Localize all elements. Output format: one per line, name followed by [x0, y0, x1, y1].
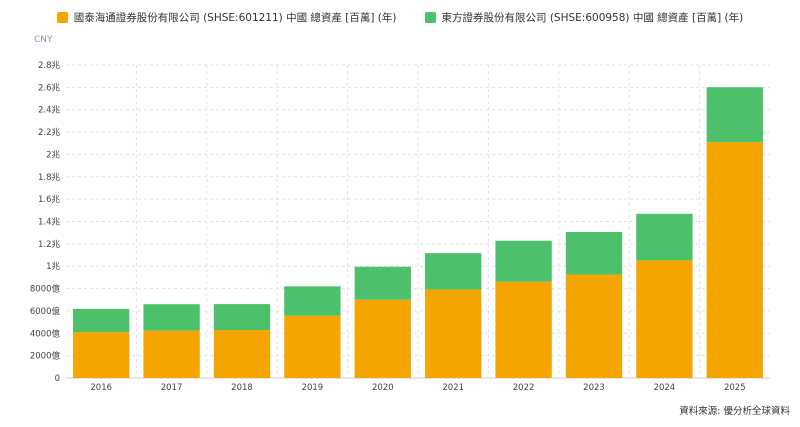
y-tick-label: 8000億: [30, 284, 61, 295]
y-tick-label: 4000億: [30, 328, 61, 339]
x-tick-label: 2025: [724, 383, 746, 393]
x-tick-label: 2023: [583, 383, 605, 393]
y-tick-label: 1.6兆: [38, 194, 61, 205]
bar-series-b: [73, 308, 130, 333]
bar-series-a: [706, 142, 763, 378]
bar-series-a: [73, 332, 130, 378]
chart-legend: 國泰海通證券股份有限公司 (SHSE:601211) 中國 總資產 [百萬] (…: [0, 10, 800, 25]
x-tick-label: 2021: [442, 383, 464, 393]
y-tick-label: 0: [55, 374, 60, 384]
legend-item-series-b[interactable]: 東方證券股份有限公司 (SHSE:600958) 中國 總資產 [百萬] (年): [424, 10, 744, 25]
bar-series-a: [425, 289, 482, 378]
y-tick-label: 2.6兆: [38, 82, 61, 93]
x-tick-label: 2024: [654, 383, 676, 393]
x-tick-label: 2019: [302, 383, 324, 393]
legend-swatch-series-b: [424, 12, 436, 23]
bar-series-b: [706, 87, 763, 143]
bar-series-b: [636, 213, 693, 261]
legend-label-series-a: 國泰海通證券股份有限公司 (SHSE:601211) 中國 總資產 [百萬] (…: [73, 12, 397, 24]
x-tick-label: 2022: [513, 383, 535, 393]
data-source-note: 資料來源: 優分析全球資料: [679, 406, 790, 417]
legend-swatch-series-a: [56, 12, 68, 23]
bar-series-a: [213, 330, 271, 378]
bar-series-b: [565, 232, 623, 275]
legend-item-series-a[interactable]: 國泰海通證券股份有限公司 (SHSE:601211) 中國 總資產 [百萬] (…: [56, 10, 397, 25]
y-tick-label: 2兆: [46, 149, 60, 160]
y-tick-label: 2.8兆: [38, 60, 61, 71]
y-tick-label: 2000億: [30, 351, 61, 362]
x-tick-label: 2020: [372, 383, 394, 393]
bar-series-b: [213, 304, 271, 331]
bar-series-a: [636, 260, 693, 378]
bar-series-a: [495, 281, 552, 378]
bar-series-a: [565, 274, 623, 378]
bar-series-a: [143, 330, 200, 378]
bar-series-a: [284, 315, 341, 378]
x-tick-label: 2016: [90, 383, 112, 393]
legend-label-series-b: 東方證券股份有限公司 (SHSE:600958) 中國 總資產 [百萬] (年): [441, 12, 744, 24]
bar-series-b: [495, 240, 552, 282]
currency-unit-label: CNY: [34, 35, 53, 45]
y-tick-label: 1.4兆: [38, 217, 61, 228]
bar-series-b: [143, 304, 200, 331]
y-tick-label: 6000億: [30, 306, 61, 317]
bar-series-b: [425, 253, 482, 290]
y-tick-label: 1.2兆: [38, 239, 61, 250]
y-tick-label: 1兆: [46, 261, 60, 272]
bar-series-a: [354, 299, 411, 378]
bar-series-b: [284, 286, 341, 316]
y-tick-label: 2.2兆: [38, 127, 61, 138]
bar-series-b: [354, 266, 411, 300]
x-tick-label: 2017: [161, 383, 183, 393]
y-tick-label: 1.8兆: [38, 172, 61, 183]
y-tick-label: 2.4兆: [38, 105, 61, 116]
x-tick-label: 2018: [231, 383, 253, 393]
